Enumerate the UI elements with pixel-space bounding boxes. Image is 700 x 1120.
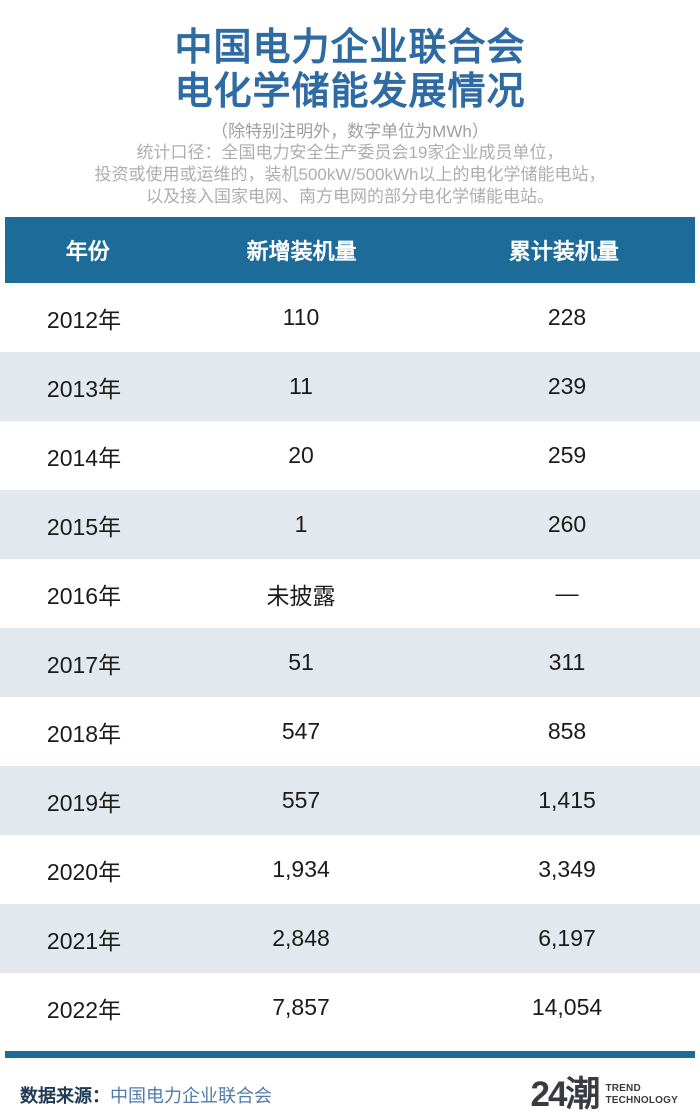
new-capacity-cell: 1,934 [272,856,330,882]
data-source: 数据来源：中国电力企业联合会 [20,1082,272,1108]
new-capacity-cell: 51 [288,649,314,675]
data-source-value: 中国电力企业联合会 [110,1086,272,1106]
cumulative-cell: 228 [547,304,587,330]
new-capacity-cell: 110 [282,304,320,330]
logo-tagline-line2: TECHNOLOGY [605,1095,678,1106]
table-row: 2018年 547 858 [0,697,700,766]
logo-24chao-wordmark: 24潮 [530,1075,601,1114]
header: 中国电力企业联合会 电化学储能发展情况 （除特别注明外，数字单位为MWh） 统计… [0,0,700,208]
year-cell: 2013年 [46,375,122,402]
cumulative-cell: 260 [547,511,587,537]
logo-tagline-line1: TREND [605,1083,641,1094]
table-row: 2021年 2,848 6,197 [0,904,700,973]
new-capacity-cell: 未披露 [266,582,336,609]
year-cell: 2018年 [46,720,122,747]
cumulative-cell: 14,054 [531,994,603,1020]
new-capacity-cell: 547 [281,718,321,744]
cumulative-cell: 1,415 [538,787,596,813]
unit-note: （除特别注明外，数字单位为MWh） [211,122,489,141]
year-cell: 2016年 [46,582,122,609]
logo-24chao: 24潮 TREND TECHNOLOGY [531,1077,679,1113]
table-body: 2012年 110 228 2013年 11 239 2014年 20 259 … [0,283,700,1042]
cumulative-cell: 858 [547,718,587,744]
table-header-row: 年份 新增装机量 累计装机量 [5,217,695,283]
cumulative-cell: 259 [547,442,587,468]
page-title-line2: 电化学储能发展情况 [174,71,526,113]
new-capacity-cell: 20 [288,442,314,468]
table-row: 2015年 1 260 [0,490,700,559]
logo-tagline: TREND TECHNOLOGY [605,1083,678,1107]
table-row: 2020年 1,934 3,349 [0,835,700,904]
caption-line-3: 以及接入国家电网、南方电网的部分电化学储能电站。 [146,187,554,206]
new-capacity-cell: 557 [281,787,321,813]
data-source-label: 数据来源： [20,1086,110,1106]
cumulative-cell: 6,197 [538,925,596,951]
year-cell: 2017年 [46,651,122,678]
table-row: 2012年 110 228 [0,283,700,352]
column-header-cumulative: 累计装机量 [508,239,619,264]
year-cell: 2014年 [46,444,122,471]
year-cell: 2019年 [46,789,122,816]
column-header-new-capacity: 新增装机量 [246,239,357,264]
footer-divider [5,1051,695,1058]
table-row: 2022年 7,857 14,054 [0,973,700,1042]
new-capacity-cell: 11 [289,373,313,399]
table-row: 2013年 11 239 [0,352,700,421]
caption-line-1: 统计口径：全国电力安全生产委员会19家企业成员单位， [136,143,564,162]
table-row: 2016年 未披露 — [0,559,700,628]
table-row: 2017年 51 311 [0,628,700,697]
footer: 数据来源：中国电力企业联合会 24潮 TREND TECHNOLOGY [0,1071,700,1119]
cumulative-cell: — [555,580,579,606]
table-row: 2014年 20 259 [0,421,700,490]
new-capacity-cell: 1 [294,511,308,537]
year-cell: 2015年 [46,513,122,540]
cumulative-cell: 3,349 [538,856,596,882]
new-capacity-cell: 2,848 [272,925,330,951]
year-cell: 2012年 [46,306,122,333]
table-row: 2019年 557 1,415 [0,766,700,835]
page-title-line1: 中国电力企业联合会 [174,27,526,69]
column-header-year: 年份 [65,239,110,264]
year-cell: 2021年 [46,927,122,954]
year-cell: 2020年 [46,858,122,885]
year-cell: 2022年 [46,996,122,1023]
data-table: 年份 新增装机量 累计装机量 2012年 110 228 2013年 11 23… [0,217,700,1042]
cumulative-cell: 239 [547,373,587,399]
caption-line-2: 投资或使用或运维的，装机500kW/500kWh以上的电化学储能电站， [94,165,606,184]
new-capacity-cell: 7,857 [272,994,330,1020]
cumulative-cell: 311 [548,649,586,675]
